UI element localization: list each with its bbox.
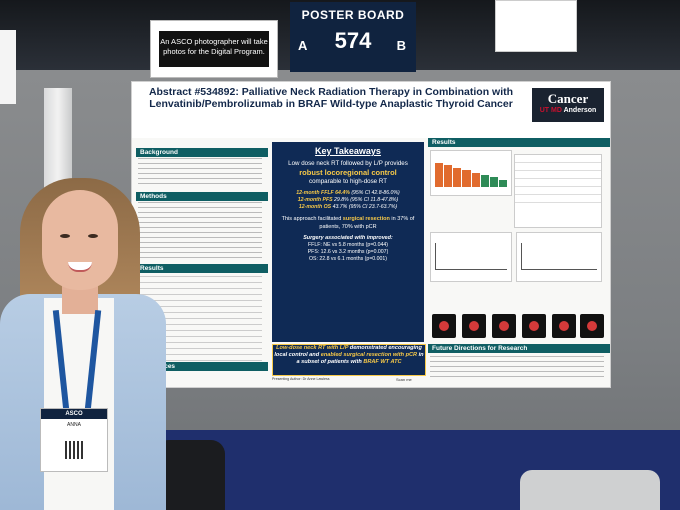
section-methods: Methods	[136, 192, 268, 201]
pet-scan-image	[492, 314, 516, 338]
poster-header: Abstract #534892: Palliative Neck Radiat…	[132, 82, 610, 138]
pet-scan-image	[522, 314, 546, 338]
conference-badge: ASCO ANNA	[40, 408, 108, 472]
qr-code-icon	[65, 441, 83, 459]
board-side-a: A	[298, 38, 308, 53]
background-text-lines	[138, 158, 262, 188]
asco-photographer-text: An ASCO photographer will take photos fo…	[159, 31, 269, 67]
face	[42, 190, 118, 290]
key-takeaways-stats: 12-month FFLF 64.4% (95% CI 42.8-86.0%) …	[296, 190, 400, 210]
conclusion-box: Low-dose neck RT with L/P demonstrated e…	[272, 344, 426, 376]
methods-text-lines	[138, 202, 262, 260]
section-results-left: Results	[136, 264, 268, 273]
table-row	[515, 187, 601, 195]
table-row	[515, 163, 601, 171]
table-row	[515, 179, 601, 187]
scan-me-label: Scan me	[396, 377, 412, 382]
right-eye	[88, 234, 98, 238]
section-results-right: Results	[428, 138, 610, 147]
pet-scan-image	[580, 314, 604, 338]
logo-cancer-word: Cancer	[547, 91, 589, 106]
pet-scan-image	[462, 314, 486, 338]
presenter-person: ASCO ANNA	[0, 170, 170, 510]
key-takeaways-intro: Low dose neck RT followed by L/P provide…	[288, 160, 408, 185]
response-table	[514, 154, 602, 228]
waterfall-bars	[435, 163, 507, 187]
presenting-author: Presenting Author: Dr Anne Lawless	[272, 377, 330, 381]
pet-scan-image	[432, 314, 456, 338]
surgery-stats: FFLF: NE vs 5.8 months (p=0.044) PFS: 12…	[307, 242, 389, 262]
km-curve-1	[430, 232, 512, 282]
section-background: Background	[136, 148, 268, 157]
black-chair	[155, 440, 225, 510]
key-takeaways-box: Key Takeaways Low dose neck RT followed …	[272, 142, 424, 342]
key-takeaways-heading: Key Takeaways	[315, 146, 381, 156]
md-anderson-logo: Cancer UT MD Anderson	[532, 88, 604, 122]
pet-scan-image	[552, 314, 576, 338]
section-future-directions: Future Directions for Research	[428, 344, 610, 353]
key-takeaways-surgical-resection: This approach facilitated surgical resec…	[281, 216, 415, 230]
left-eye	[60, 234, 70, 238]
badge-org: ASCO	[41, 409, 107, 419]
smile	[68, 262, 92, 272]
asco-photographer-sign: An ASCO photographer will take photos fo…	[150, 20, 278, 78]
poster-board-number: 574	[334, 28, 372, 53]
left-sign-edge	[0, 30, 16, 104]
table-row	[515, 155, 601, 163]
future-directions-lines	[430, 356, 604, 378]
surgery-heading: Surgery associated with improved:	[303, 235, 393, 241]
km-curve-2	[516, 232, 602, 282]
poster-title: Abstract #534892: Palliative Neck Radiat…	[148, 86, 514, 110]
poster-board-number-sign: POSTER BOARD 574 A B	[290, 2, 416, 72]
board-side-b: B	[396, 38, 406, 53]
top-right-paper-card	[495, 0, 577, 52]
table-row	[515, 171, 601, 179]
lanyard	[52, 309, 102, 411]
logo-ut-md-anderson: UT MD Anderson	[539, 107, 597, 114]
poster-board-label: POSTER BOARD	[301, 8, 405, 22]
waterfall-plot	[430, 150, 512, 196]
table-row	[515, 195, 601, 203]
badge-name: ANNA	[67, 422, 81, 428]
white-chair	[520, 470, 660, 510]
research-poster: Abstract #534892: Palliative Neck Radiat…	[132, 82, 610, 387]
